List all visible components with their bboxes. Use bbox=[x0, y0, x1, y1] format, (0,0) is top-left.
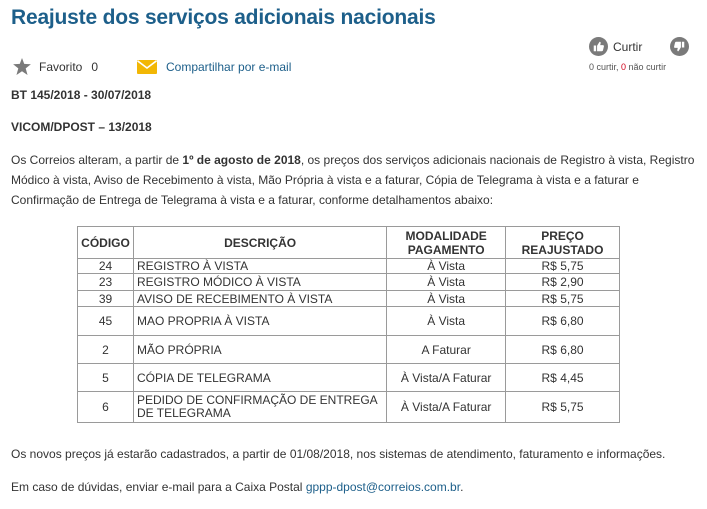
cell-price: R$ 6,80 bbox=[505, 306, 620, 336]
star-icon bbox=[13, 58, 31, 75]
header-code: CÓDIGO bbox=[77, 226, 134, 259]
price-table: CÓDIGO DESCRIÇÃO MODALIDADE PAGAMENTO PR… bbox=[77, 226, 620, 423]
cell-payment-mode: À Vista bbox=[386, 290, 507, 307]
bulletin-reference: BT 145/2018 - 30/07/2018 bbox=[11, 88, 152, 102]
table-row: 24 REGISTRO À VISTA À Vista R$ 5,75 bbox=[77, 258, 620, 274]
cell-price: R$ 5,75 bbox=[505, 391, 620, 423]
intro-paragraph: Os Correios alteram, a partir de 1º de a… bbox=[11, 150, 701, 210]
table-row: 5 CÓPIA DE TELEGRAMA À Vista/A Faturar R… bbox=[77, 363, 620, 392]
cell-price: R$ 5,75 bbox=[505, 290, 620, 307]
cell-price: R$ 4,45 bbox=[505, 363, 620, 392]
dislike-count-text: não curtir bbox=[626, 62, 667, 72]
cell-payment-mode: À Vista bbox=[386, 306, 507, 336]
cell-description: MAO PROPRIA À VISTA bbox=[132, 306, 388, 336]
thumbs-down-icon[interactable] bbox=[670, 37, 689, 56]
header-description: DESCRIÇÃO bbox=[132, 226, 388, 259]
dislike-count: 0 bbox=[621, 62, 627, 72]
share-label: Compartilhar por e-mail bbox=[166, 60, 292, 74]
cell-description: PEDIDO DE CONFIRMAÇÃO DE ENTREGA DE TELE… bbox=[132, 391, 388, 423]
table-row: 23 REGISTRO MÓDICO À VISTA À Vista R$ 2,… bbox=[77, 273, 620, 291]
contact-text: Em caso de dúvidas, enviar e-mail para a… bbox=[11, 480, 306, 494]
cell-description: MÃO PRÓPRIA bbox=[132, 335, 388, 364]
table-row: 6 PEDIDO DE CONFIRMAÇÃO DE ENTREGA DE TE… bbox=[77, 391, 620, 423]
thumbs-up-icon[interactable] bbox=[589, 37, 608, 56]
contact-email-link[interactable]: gppp-dpost@correios.com.br bbox=[305, 480, 461, 494]
cell-price: R$ 5,75 bbox=[505, 258, 620, 274]
outro-paragraph: Os novos preços já estarão cadastrados, … bbox=[11, 447, 666, 461]
favorite-count: 0 bbox=[91, 59, 99, 74]
cell-price: R$ 6,80 bbox=[505, 335, 620, 364]
cell-description: CÓPIA DE TELEGRAMA bbox=[132, 363, 388, 392]
cell-code: 39 bbox=[77, 290, 134, 307]
table-row: 2 MÃO PRÓPRIA A Faturar R$ 6,80 bbox=[77, 335, 620, 364]
like-panel: Curtir 0 curtir, 0 não curtir bbox=[589, 37, 689, 72]
cell-description: REGISTRO À VISTA bbox=[132, 258, 388, 274]
table-row: 45 MAO PROPRIA À VISTA À Vista R$ 6,80 bbox=[77, 306, 620, 336]
intro-text-2: , os preços dos serviços adicionais naci… bbox=[11, 153, 695, 207]
cell-description: REGISTRO MÓDICO À VISTA bbox=[132, 273, 388, 291]
like-label[interactable]: Curtir bbox=[613, 39, 643, 54]
contact-end: . bbox=[460, 480, 464, 494]
cell-payment-mode: A Faturar bbox=[386, 335, 507, 364]
page-title: Reajuste dos serviços adicionais naciona… bbox=[11, 6, 436, 29]
favorite-label: Favorito bbox=[39, 59, 83, 74]
envelope-icon bbox=[137, 60, 157, 74]
cell-payment-mode: À Vista/A Faturar bbox=[386, 363, 507, 392]
cell-payment-mode: À Vista/A Faturar bbox=[386, 391, 507, 423]
cell-description: AVISO DE RECEBIMENTO À VISTA bbox=[132, 290, 388, 307]
contact-paragraph: Em caso de dúvidas, enviar e-mail para a… bbox=[11, 480, 463, 494]
header-payment-mode: MODALIDADE PAGAMENTO bbox=[386, 226, 507, 259]
cell-code: 23 bbox=[77, 273, 134, 291]
like-count: 0 bbox=[589, 62, 595, 72]
cell-price: R$ 2,90 bbox=[505, 273, 620, 291]
cell-code: 6 bbox=[77, 391, 134, 423]
vicom-reference: VICOM/DPOST – 13/2018 bbox=[11, 120, 152, 134]
cell-code: 24 bbox=[77, 258, 134, 274]
favorite-button[interactable]: Favorito 0 bbox=[13, 58, 98, 75]
intro-text-1: Os Correios alteram, a partir de bbox=[11, 153, 183, 167]
like-count-text: curtir, bbox=[594, 62, 622, 72]
cell-code: 45 bbox=[77, 306, 134, 336]
table-row: 39 AVISO DE RECEBIMENTO À VISTA À Vista … bbox=[77, 290, 620, 307]
header-adjusted-price: PREÇO REAJUSTADO bbox=[505, 226, 620, 259]
share-email-link[interactable]: Compartilhar por e-mail bbox=[137, 60, 291, 74]
like-counts: 0 curtir, 0 não curtir bbox=[589, 62, 689, 72]
cell-payment-mode: À Vista bbox=[386, 258, 507, 274]
intro-date: 1º de agosto de 2018 bbox=[182, 153, 301, 167]
cell-payment-mode: À Vista bbox=[386, 273, 507, 291]
cell-code: 5 bbox=[77, 363, 134, 392]
cell-code: 2 bbox=[77, 335, 134, 364]
table-header-row: CÓDIGO DESCRIÇÃO MODALIDADE PAGAMENTO PR… bbox=[77, 226, 620, 259]
